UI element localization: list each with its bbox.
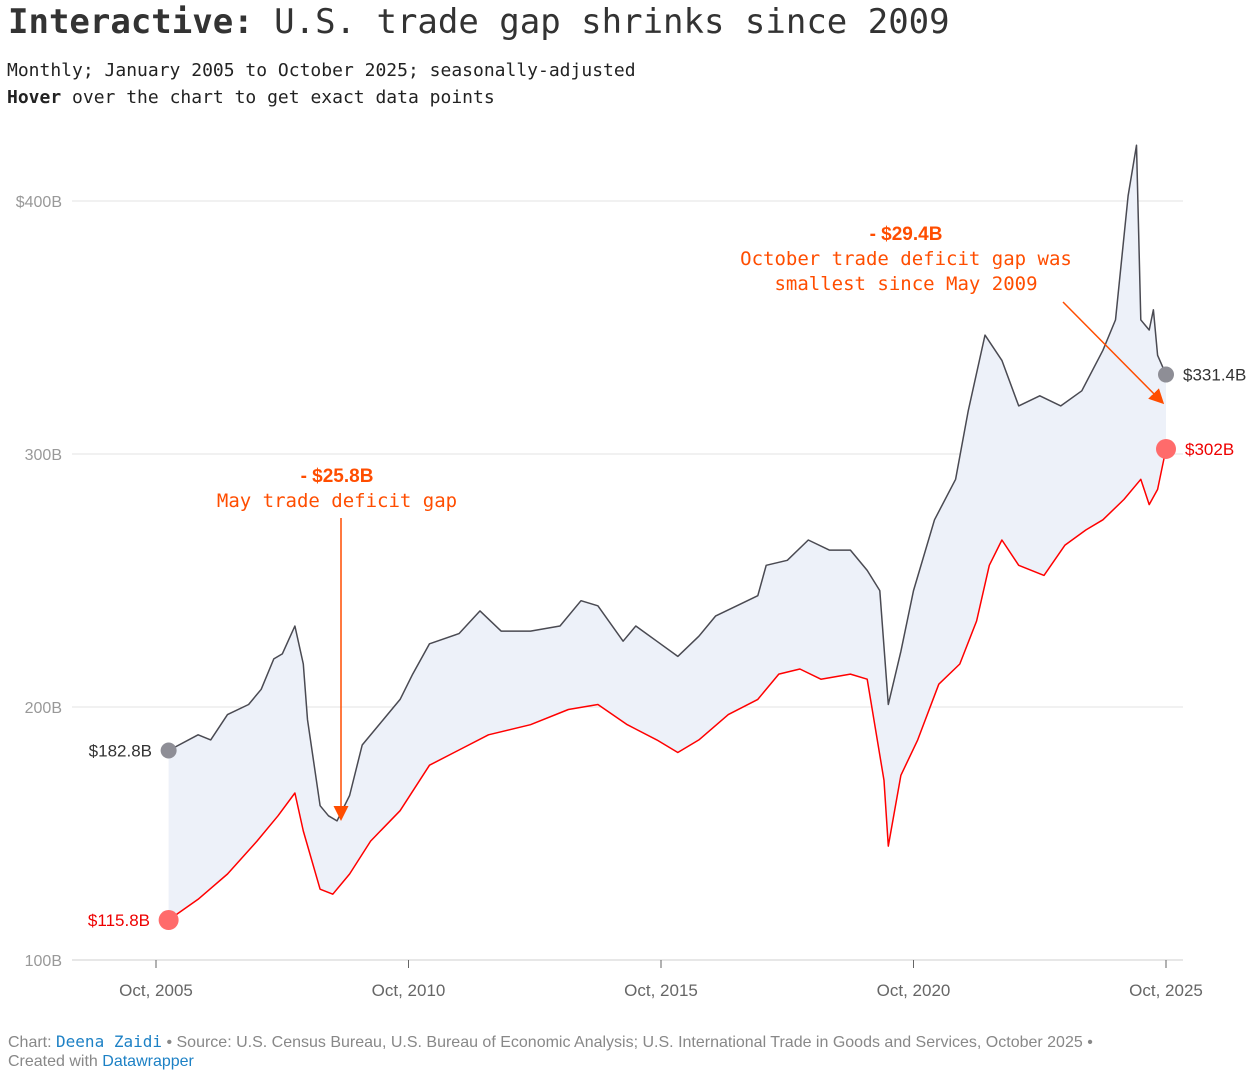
footer-line2: Created with Datawrapper — [8, 1053, 194, 1071]
annotation-1-text: May trade deficit gap — [217, 490, 457, 512]
y-tick-label: 300B — [25, 447, 62, 464]
annotation-2-value: - $29.4B — [870, 224, 943, 245]
footer-chart-label: Chart: — [8, 1034, 52, 1051]
annotation-2-arrow — [1062, 301, 1165, 405]
x-tick-label: Oct, 2020 — [877, 981, 951, 1000]
upper-end-dot — [1158, 366, 1174, 383]
x-tick-label: Oct, 2005 — [119, 981, 193, 1000]
x-tick-label: Oct, 2025 — [1129, 981, 1203, 1000]
title-bold: Interactive: — [8, 2, 254, 42]
chart-title: Interactive: U.S. trade gap shrinks sinc… — [8, 2, 950, 42]
author-link[interactable]: Deena Zaidi — [56, 1032, 162, 1051]
title-rest: U.S. trade gap shrinks since 2009 — [274, 2, 950, 42]
x-tick-label: Oct, 2010 — [372, 981, 446, 1000]
annotation-2-text: October trade deficit gap was — [740, 248, 1072, 270]
datawrapper-link[interactable]: Datawrapper — [102, 1053, 194, 1070]
lower-end-label: $302B — [1185, 440, 1234, 459]
annotation-2-text: smallest since May 2009 — [774, 273, 1037, 295]
upper-start-dot — [160, 742, 177, 759]
lower-start-dot — [158, 910, 179, 931]
hover-hint: Hover over the chart to get exact data p… — [7, 87, 495, 108]
y-tick-label: $400B — [16, 194, 62, 211]
upper-end-label: $331.4B — [1183, 366, 1246, 385]
y-tick-label: 200B — [25, 700, 62, 717]
footer-source: • Source: U.S. Census Bureau, U.S. Burea… — [166, 1034, 1093, 1051]
chart[interactable]: 100B 200B 300B $400B Oct, 2005 Oct, 2010 Oct, … — [0, 0, 1260, 1020]
gap-area — [168, 145, 1167, 921]
hint-bold: Hover — [7, 87, 62, 108]
footer-line1: Chart: Deena Zaidi • Source: U.S. Census… — [8, 1032, 1093, 1052]
hint-rest: over the chart to get exact data points — [72, 87, 495, 108]
annotation-1-value: - $25.8B — [301, 466, 374, 487]
y-tick-label: 100B — [25, 953, 62, 970]
lower-end-dot — [1156, 438, 1176, 459]
lower-start-label: $115.8B — [88, 911, 150, 930]
footer-created: Created with — [8, 1053, 98, 1070]
upper-start-label: $182.8B — [89, 742, 152, 761]
x-tick-label: Oct, 2015 — [624, 981, 698, 1000]
lower-series-line — [168, 448, 1167, 921]
subtitle: Monthly; January 2005 to October 2025; s… — [7, 60, 636, 81]
upper-series-line — [168, 144, 1167, 822]
